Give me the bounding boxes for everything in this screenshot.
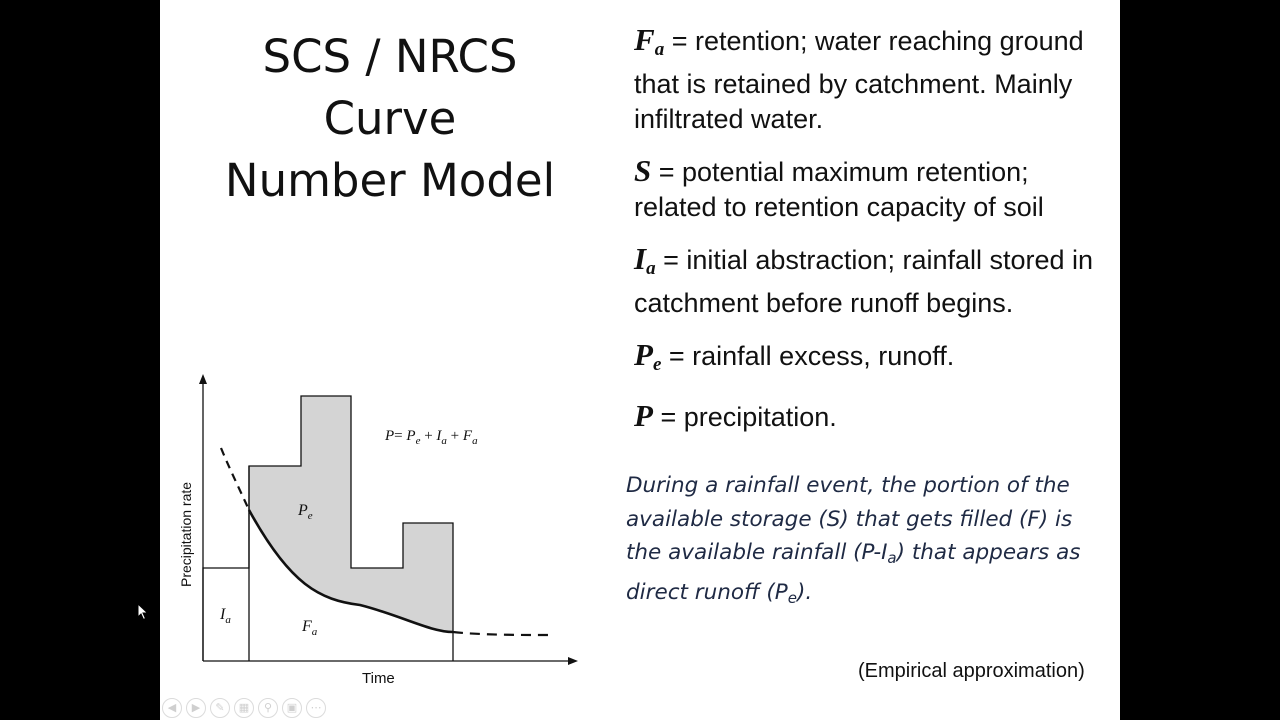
slideshow-toolbar: ◀ ▶ ✎ ▦ ⚲ ▣ ⋯ xyxy=(162,698,326,718)
symbol-ia: Ia xyxy=(634,241,656,279)
pen-icon[interactable]: ✎ xyxy=(210,698,230,718)
definition-fa: Fa = retention; water reaching ground th… xyxy=(634,22,1114,137)
hyetograph-diagram: Time Precipitation rate P= Pe + Ia + Fa … xyxy=(178,374,578,687)
y-axis-arrow xyxy=(199,374,207,384)
definition-pe: Pe = rainfall excess, runoff. xyxy=(634,337,1114,382)
zoom-icon[interactable]: ⚲ xyxy=(258,698,278,718)
y-axis-label: Precipitation rate xyxy=(178,482,194,587)
definition-s: S = potential maximum retention; related… xyxy=(634,153,1114,225)
infiltration-curve-dashed-start xyxy=(219,447,251,511)
empirical-note: (Empirical approximation) xyxy=(858,660,1085,682)
definition-text: = retention; water reaching ground that … xyxy=(634,26,1084,134)
symbol-s: S xyxy=(634,153,652,188)
infiltration-curve-dashed-end xyxy=(452,630,551,637)
title-line-2: Number Model xyxy=(224,154,556,207)
subtitles-icon[interactable]: ▣ xyxy=(282,698,302,718)
slide-title: SCS / NRCS Curve Number Model xyxy=(190,26,590,212)
slides-grid-icon[interactable]: ▦ xyxy=(234,698,254,718)
x-axis-arrow xyxy=(568,657,578,665)
fa-region-label: Fa xyxy=(301,618,318,638)
definition-text: = initial abstraction; rainfall stored i… xyxy=(634,245,1094,318)
definitions-list: Fa = retention; water reaching ground th… xyxy=(634,22,1114,451)
pe-region-label: Pe xyxy=(297,502,313,522)
symbol-p: P xyxy=(634,398,653,433)
slide: SCS / NRCS Curve Number Model Fa = reten… xyxy=(160,0,1120,720)
x-axis-label: Time xyxy=(362,670,395,687)
description-paragraph: During a rainfall event, the portion of … xyxy=(626,473,1081,607)
rainfall-histogram xyxy=(202,395,454,661)
equation-label: P= Pe + Ia + Fa xyxy=(384,428,478,447)
definition-text: = rainfall excess, runoff. xyxy=(661,341,955,371)
definition-p: P = precipitation. xyxy=(634,398,1114,435)
infiltration-curve xyxy=(247,509,454,634)
next-slide-icon[interactable]: ▶ xyxy=(186,698,206,718)
mouse-pointer-icon xyxy=(137,603,149,621)
ia-region-label: Ia xyxy=(219,606,231,626)
more-options-icon[interactable]: ⋯ xyxy=(306,698,326,718)
definition-ia: Ia = initial abstraction; rainfall store… xyxy=(634,241,1114,321)
definition-text: = precipitation. xyxy=(652,402,837,432)
definition-text: = potential maximum retention; related t… xyxy=(634,157,1044,222)
symbol-fa: Fa xyxy=(634,22,665,60)
symbol-pe: Pe xyxy=(634,337,662,375)
previous-slide-icon[interactable]: ◀ xyxy=(162,698,182,718)
title-line-1: SCS / NRCS Curve xyxy=(262,30,518,145)
